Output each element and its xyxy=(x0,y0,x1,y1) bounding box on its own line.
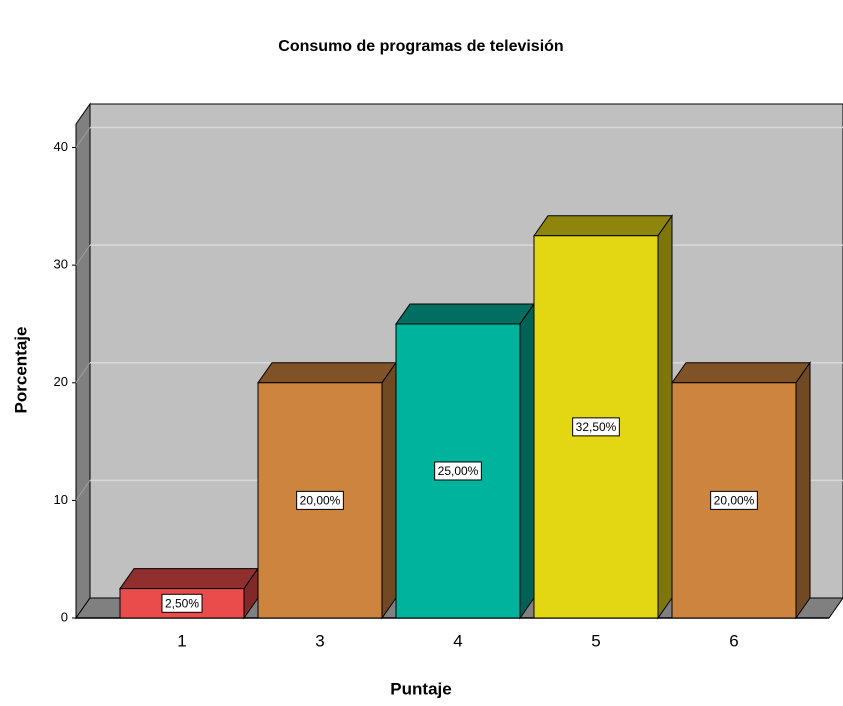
value-label-box xyxy=(161,593,203,613)
value-label-box xyxy=(572,417,620,437)
bar-side xyxy=(657,214,673,620)
bar-side xyxy=(795,361,811,620)
value-label-text: 20,00% xyxy=(714,494,755,508)
y-axis-label: Porcentaje xyxy=(11,327,30,414)
x-tick-label: 6 xyxy=(729,631,738,650)
y-tick-label: 10 xyxy=(54,492,68,507)
grid-line xyxy=(75,362,91,384)
y-tick-label: 20 xyxy=(54,374,68,389)
bar xyxy=(533,235,659,619)
value-label-box xyxy=(296,490,344,510)
y-tick-label: 40 xyxy=(54,139,68,154)
x-axis-label: Puntaje xyxy=(390,679,451,698)
value-label: 2,50% xyxy=(161,593,203,613)
grid-line xyxy=(75,480,91,501)
bar-top xyxy=(395,303,535,325)
chart-title: Consumo de programas de televisión xyxy=(278,38,563,55)
value-label-box xyxy=(434,461,482,481)
value-label-text: 25,00% xyxy=(438,464,479,478)
x-tick-label: 5 xyxy=(591,631,600,650)
bar-side xyxy=(519,302,535,620)
bar-top xyxy=(533,215,673,237)
value-label-box xyxy=(710,490,758,510)
bar-side xyxy=(381,361,397,620)
x-tick-label: 1 xyxy=(177,631,186,650)
x-tick-label: 3 xyxy=(315,631,324,650)
value-label: 20,00% xyxy=(296,490,344,510)
x-tick-label: 4 xyxy=(453,631,462,650)
y-tick-label: 0 xyxy=(61,609,68,624)
value-label: 20,00% xyxy=(710,490,758,510)
bar-top xyxy=(671,362,811,384)
bar-top xyxy=(257,362,397,384)
grid-line xyxy=(75,127,91,148)
side-wall xyxy=(75,102,91,620)
y-tick-label: 30 xyxy=(54,257,68,272)
value-label-text: 20,00% xyxy=(300,494,341,508)
bar xyxy=(119,588,245,619)
grid-line xyxy=(75,244,91,266)
value-label-text: 2,50% xyxy=(165,596,199,610)
value-label: 32,50% xyxy=(572,417,620,437)
value-label: 25,00% xyxy=(434,461,482,481)
bar-top xyxy=(119,568,259,590)
value-label-text: 32,50% xyxy=(576,420,617,434)
